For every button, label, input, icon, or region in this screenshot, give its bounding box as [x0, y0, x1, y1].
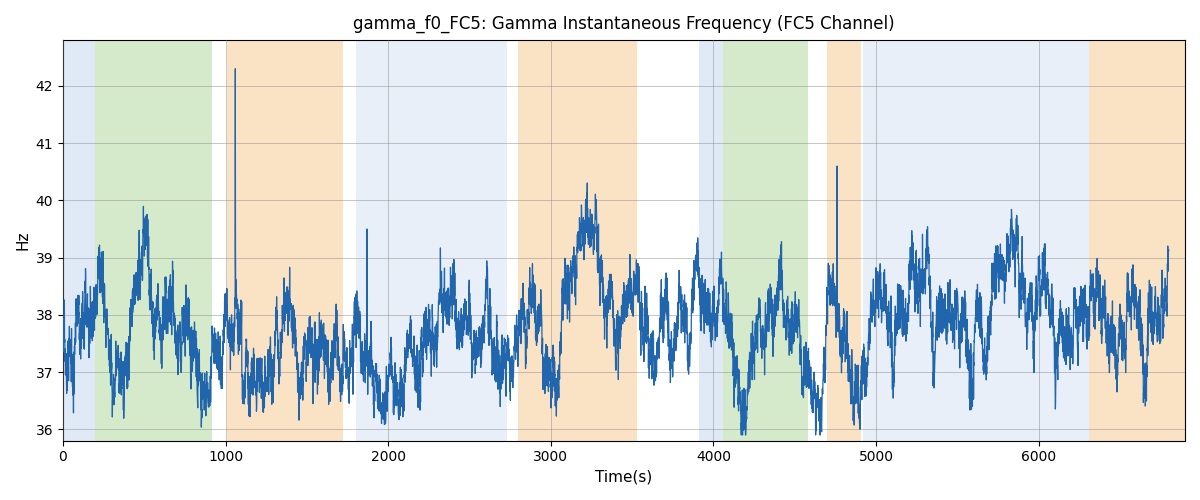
Bar [355, 40, 506, 440]
Bar [724, 40, 808, 440]
Bar [227, 40, 343, 440]
Bar [863, 40, 1090, 440]
Bar [62, 40, 95, 440]
Title: gamma_f0_FC5: Gamma Instantaneous Frequency (FC5 Channel): gamma_f0_FC5: Gamma Instantaneous Freque… [353, 15, 895, 34]
Bar [518, 40, 637, 440]
Y-axis label: Hz: Hz [16, 230, 30, 250]
Bar [827, 40, 862, 440]
Bar [95, 40, 211, 440]
Bar [1090, 40, 1186, 440]
Bar [698, 40, 724, 440]
X-axis label: Time(s): Time(s) [595, 470, 653, 485]
